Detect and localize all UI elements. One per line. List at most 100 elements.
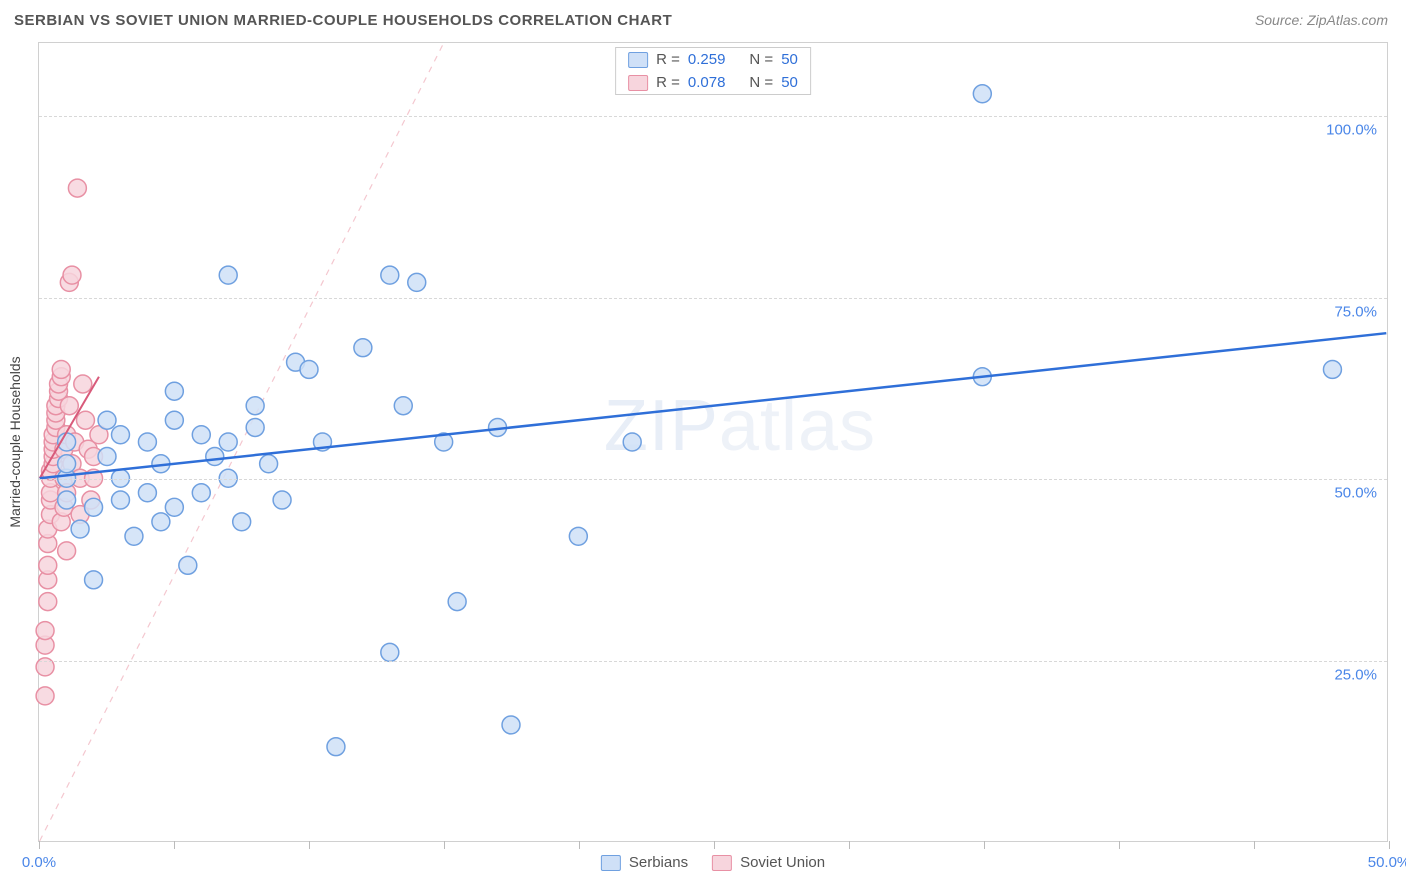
r-label: R = — [656, 51, 680, 68]
point-soviet-union — [36, 687, 54, 705]
point-serbians — [152, 513, 170, 531]
x-tick — [984, 841, 985, 849]
title-bar: SERBIAN VS SOVIET UNION MARRIED-COUPLE H… — [0, 0, 1406, 40]
point-serbians — [58, 491, 76, 509]
point-serbians — [98, 448, 116, 466]
point-serbians — [502, 716, 520, 734]
point-serbians — [138, 484, 156, 502]
point-soviet-union — [39, 556, 57, 574]
point-serbians — [327, 738, 345, 756]
series-label: Soviet Union — [740, 854, 825, 871]
point-serbians — [394, 397, 412, 415]
point-serbians — [569, 527, 587, 545]
gridline — [39, 661, 1387, 662]
legend-swatch — [601, 855, 621, 871]
point-serbians — [58, 455, 76, 473]
x-tick — [1119, 841, 1120, 849]
point-serbians — [125, 527, 143, 545]
y-tick-label: 50.0% — [1334, 485, 1377, 502]
chart-container: SERBIAN VS SOVIET UNION MARRIED-COUPLE H… — [0, 0, 1406, 892]
r-value: 0.259 — [688, 51, 726, 68]
point-serbians — [71, 520, 89, 538]
point-serbians — [354, 339, 372, 357]
point-serbians — [85, 498, 103, 516]
stats-legend-row: R = 0.078 N = 50 — [616, 71, 810, 94]
legend-swatch — [712, 855, 732, 871]
point-serbians — [192, 426, 210, 444]
point-soviet-union — [68, 179, 86, 197]
point-serbians — [219, 469, 237, 487]
point-serbians — [273, 491, 291, 509]
point-soviet-union — [74, 375, 92, 393]
plot-svg — [39, 43, 1387, 841]
x-tick-label: 0.0% — [22, 854, 56, 871]
point-serbians — [381, 266, 399, 284]
n-label: N = — [749, 74, 773, 91]
x-tick — [444, 841, 445, 849]
chart-title: SERBIAN VS SOVIET UNION MARRIED-COUPLE H… — [14, 12, 672, 29]
series-label: Serbians — [629, 854, 688, 871]
source-attribution: Source: ZipAtlas.com — [1255, 12, 1388, 28]
point-soviet-union — [36, 622, 54, 640]
point-serbians — [85, 571, 103, 589]
point-serbians — [260, 455, 278, 473]
point-serbians — [165, 411, 183, 429]
point-serbians — [192, 484, 210, 502]
x-tick — [1254, 841, 1255, 849]
x-tick-label: 50.0% — [1368, 854, 1406, 871]
point-serbians — [246, 419, 264, 437]
point-serbians — [165, 498, 183, 516]
x-tick — [714, 841, 715, 849]
point-serbians — [233, 513, 251, 531]
point-serbians — [219, 433, 237, 451]
point-serbians — [300, 360, 318, 378]
n-label: N = — [749, 51, 773, 68]
point-serbians — [206, 448, 224, 466]
legend-swatch — [628, 52, 648, 68]
gridline — [39, 479, 1387, 480]
gridline — [39, 298, 1387, 299]
point-serbians — [98, 411, 116, 429]
series-legend-item: Serbians — [601, 854, 688, 871]
point-serbians — [112, 426, 130, 444]
r-label: R = — [656, 74, 680, 91]
x-tick — [579, 841, 580, 849]
point-serbians — [408, 273, 426, 291]
point-serbians — [1323, 360, 1341, 378]
point-serbians — [165, 382, 183, 400]
point-serbians — [219, 266, 237, 284]
y-tick-label: 100.0% — [1326, 121, 1377, 138]
point-serbians — [179, 556, 197, 574]
point-serbians — [112, 469, 130, 487]
y-tick-label: 25.0% — [1334, 667, 1377, 684]
point-soviet-union — [63, 266, 81, 284]
n-value: 50 — [781, 74, 798, 91]
point-serbians — [448, 593, 466, 611]
series-legend: Serbians Soviet Union — [601, 854, 825, 871]
point-serbians — [381, 643, 399, 661]
trendline-serbians — [40, 333, 1387, 478]
point-soviet-union — [39, 593, 57, 611]
point-serbians — [138, 433, 156, 451]
series-legend-item: Soviet Union — [712, 854, 825, 871]
x-tick — [174, 841, 175, 849]
point-soviet-union — [60, 397, 78, 415]
point-serbians — [973, 85, 991, 103]
y-axis-label: Married-couple Households — [7, 356, 23, 527]
gridline — [39, 116, 1387, 117]
stats-legend-row: R = 0.259 N = 50 — [616, 48, 810, 71]
point-soviet-union — [58, 542, 76, 560]
stats-legend: R = 0.259 N = 50 R = 0.078 N = 50 — [615, 47, 811, 95]
y-tick-label: 75.0% — [1334, 303, 1377, 320]
x-tick — [39, 841, 40, 849]
point-soviet-union — [52, 360, 70, 378]
legend-swatch — [628, 75, 648, 91]
point-serbians — [623, 433, 641, 451]
x-tick — [309, 841, 310, 849]
point-soviet-union — [76, 411, 94, 429]
r-value: 0.078 — [688, 74, 726, 91]
x-tick — [849, 841, 850, 849]
point-serbians — [112, 491, 130, 509]
x-tick — [1389, 841, 1390, 849]
n-value: 50 — [781, 51, 798, 68]
